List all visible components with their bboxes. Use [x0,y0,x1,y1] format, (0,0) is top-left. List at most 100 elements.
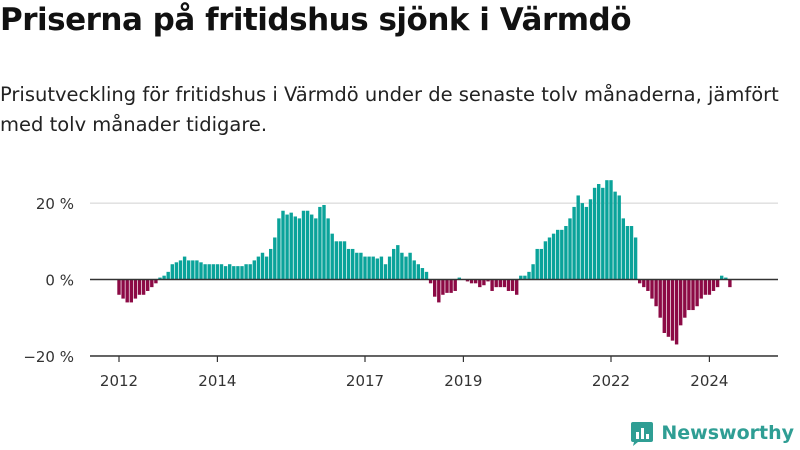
x-tick-label: 2014 [198,372,236,390]
bar [437,279,441,303]
bar [642,279,646,288]
bar [683,279,687,318]
bar [543,241,548,280]
bar [428,279,433,284]
bar [158,277,162,280]
bar [449,279,453,293]
bar [715,279,720,288]
bar [281,210,285,280]
bars [117,180,732,345]
bar [326,218,330,280]
bar [486,279,490,282]
bar [654,279,658,307]
bar [580,203,584,280]
bar [338,241,343,280]
bar [568,218,572,280]
bar [334,241,338,280]
bar [162,275,166,280]
bar [269,248,273,280]
bar [547,237,552,280]
chart-subtitle: Prisutveckling för fritidshus i Värmdö u… [0,83,779,136]
axes [90,278,778,362]
bar [375,258,379,280]
bar [146,279,150,291]
bar [646,279,650,291]
bar [469,279,474,284]
bar [248,264,252,280]
bar [178,260,183,280]
y-tick-label: 20 % [36,195,74,213]
bar [502,279,507,288]
bar [474,279,478,284]
y-tick-label: 0 % [45,272,74,290]
bar [346,248,351,280]
bar [621,218,625,280]
bar [228,264,232,280]
bar [613,191,617,280]
bar [404,256,408,280]
bar [703,279,707,295]
bar [588,199,593,280]
bar [408,252,412,280]
bar [662,279,666,333]
bar [441,279,445,295]
bar [551,233,556,280]
bar [392,248,396,280]
brand-name: Newsworthy [661,422,794,444]
bar [223,266,228,280]
x-tick-label: 2019 [444,372,482,390]
bar [519,275,523,280]
bar [215,264,220,280]
bar [670,279,675,341]
bar [277,218,281,280]
bar [687,279,691,311]
bar [219,264,224,280]
bar [720,275,724,280]
bar [498,279,502,288]
bar [679,279,683,326]
bar [490,279,494,291]
bar [515,279,519,295]
bar [232,266,236,280]
bar [330,233,334,280]
bar [170,264,174,280]
bar [117,279,121,295]
bar [724,277,728,280]
bar [523,275,527,280]
bar [420,268,425,280]
bar [638,279,642,284]
bar [236,266,240,280]
x-tick-label: 2024 [690,372,728,390]
bar [445,279,449,293]
bar [629,226,634,280]
bar [556,229,560,280]
bar [260,252,265,280]
x-tick-label: 2012 [100,372,138,390]
chart-title: Priserna på fritidshus sjönk i Värmdö [0,2,632,38]
y-tick-label: −20 % [23,348,74,366]
bar [367,256,371,280]
bar [387,256,392,280]
bar [531,264,535,280]
bar [289,212,293,280]
bar [699,279,703,299]
x-tick-label: 2017 [346,372,384,390]
bar [305,210,310,280]
data-label: −2 % [716,0,757,4]
bar [363,256,367,280]
bar [711,279,716,291]
bar [182,256,187,280]
bar [129,279,133,303]
bar [564,226,568,280]
bar [195,260,199,280]
bar [379,256,384,280]
bar [297,218,302,280]
bar [207,264,211,280]
bar [293,216,297,280]
bar [416,264,420,280]
bar [322,205,326,280]
bar [203,264,207,280]
bar [506,279,511,291]
bar [383,264,388,280]
bar [133,279,138,299]
